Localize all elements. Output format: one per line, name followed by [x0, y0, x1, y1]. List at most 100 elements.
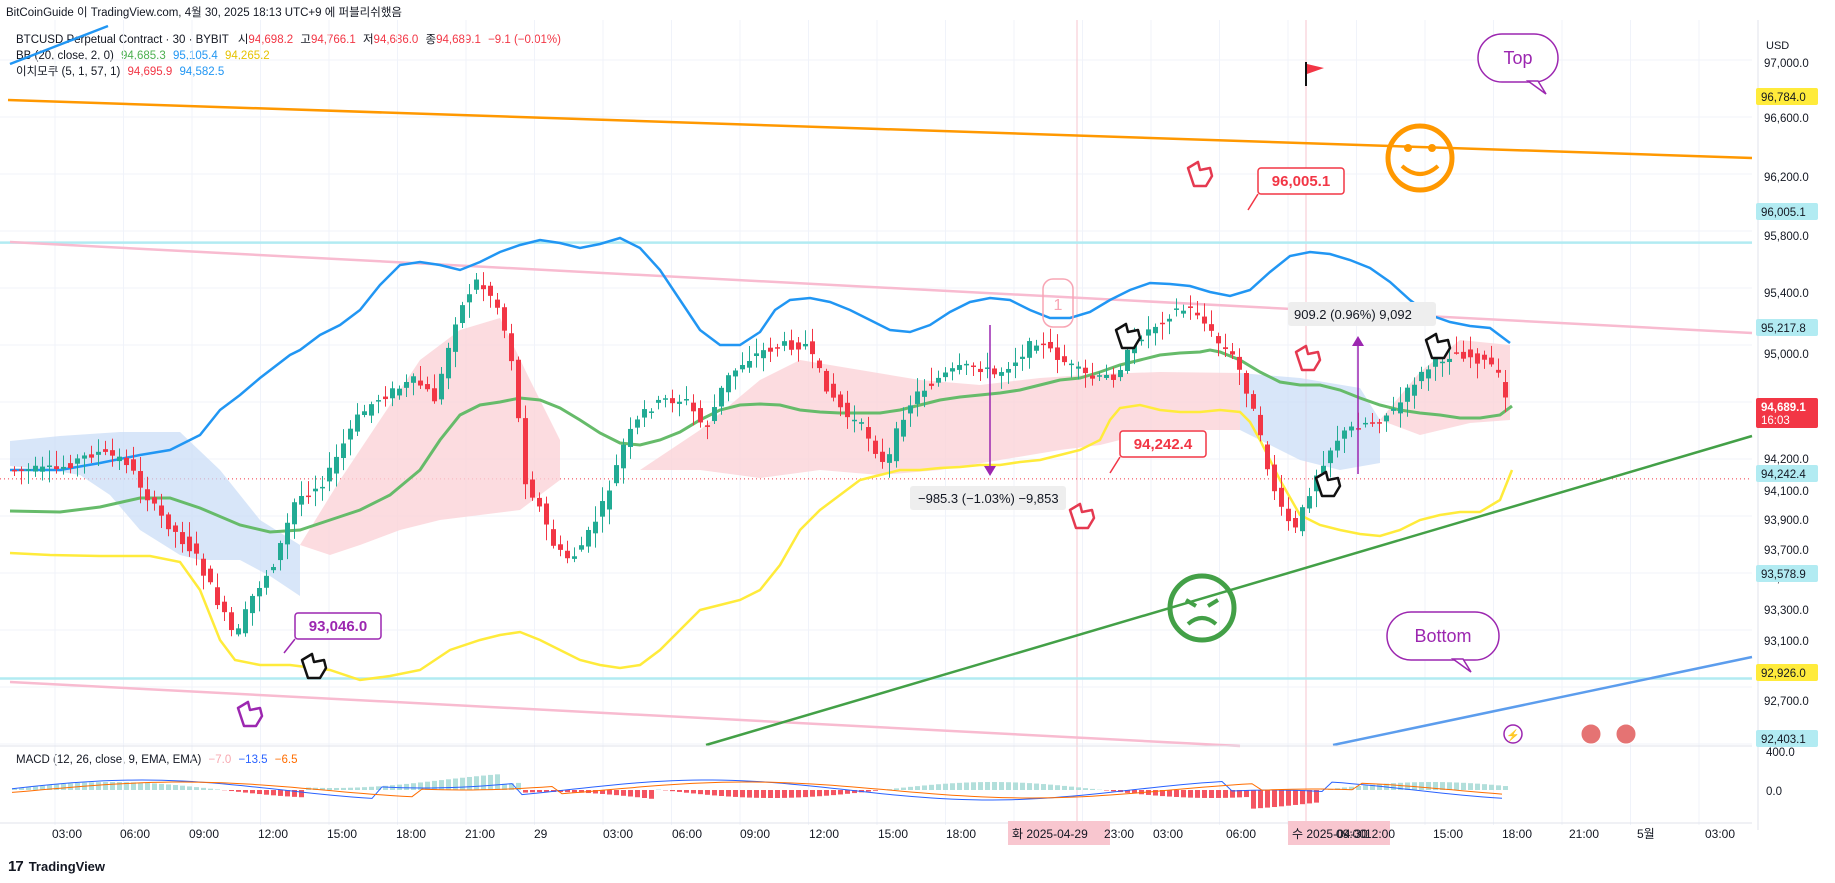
- symbol-title[interactable]: BTCUSD Perpetual Contract · 30 · BYBIT: [16, 34, 229, 46]
- macd-histogram-bar: [61, 783, 66, 790]
- macd-histogram-bar: [544, 790, 549, 793]
- candle-body: [1398, 402, 1403, 414]
- macd-histogram-bar: [1181, 790, 1186, 798]
- candle-body: [47, 465, 52, 468]
- macd-histogram-bar: [1307, 790, 1312, 804]
- macd-histogram-bar: [894, 788, 899, 790]
- macd-histogram-bar: [369, 786, 374, 790]
- macd-histogram-bar: [327, 787, 332, 790]
- time-axis-tick: 12:00: [809, 827, 839, 841]
- macd-pane: [11, 774, 1508, 809]
- macd-histogram-bar: [1083, 788, 1088, 790]
- macd-histogram-bar: [824, 790, 829, 796]
- candle-body: [432, 388, 437, 402]
- macd-histogram-bar: [439, 780, 444, 790]
- candle-body: [1433, 357, 1438, 367]
- macd-histogram-bar: [1202, 790, 1207, 798]
- macd-histogram-bar: [1398, 782, 1403, 790]
- candle-body: [551, 529, 556, 546]
- macd-histogram-bar: [1363, 785, 1368, 790]
- macd-histogram-bar: [530, 790, 535, 793]
- candle-body: [19, 469, 24, 471]
- macd-histogram-bar: [733, 790, 738, 797]
- candle-body: [1377, 422, 1382, 424]
- speech-bubble-top-shape: [1477, 33, 1559, 83]
- candle-body: [817, 360, 822, 369]
- candle-body: [1503, 382, 1508, 398]
- macd-histogram-bar: [719, 790, 724, 796]
- ichimoku-row[interactable]: 이치모쿠 (5, 1, 57, 1) 94,695.9 94,582.5: [16, 64, 561, 80]
- time-axis-tick: 06:00: [672, 827, 702, 841]
- macd-histogram-bar: [285, 790, 290, 797]
- candle-body: [187, 536, 192, 552]
- candle-body: [474, 279, 479, 290]
- candle-body: [1454, 352, 1459, 354]
- price-axis-tick: 97,000.0: [1764, 58, 1809, 70]
- hand-pointer-icon: [1068, 502, 1096, 530]
- bb-upper-value: 95,105.4: [172, 50, 218, 62]
- macd-histogram-bar: [838, 790, 843, 795]
- macd-histogram-bar: [348, 787, 353, 790]
- candle-body: [278, 543, 283, 561]
- candle-body: [243, 609, 248, 634]
- macd-histogram-bar: [817, 790, 822, 797]
- macd-histogram-bar: [1279, 790, 1284, 807]
- candle-body: [803, 343, 808, 347]
- close-label: 종: [425, 34, 437, 46]
- macd-histogram-bar: [971, 782, 976, 790]
- candle-body: [1209, 324, 1214, 331]
- wave-label-text: 1: [1054, 297, 1063, 314]
- macd-histogram-bar: [712, 790, 717, 796]
- candle-body: [1167, 318, 1172, 322]
- candle-body: [726, 375, 731, 393]
- candle-body: [530, 479, 535, 498]
- candle-body: [978, 368, 983, 373]
- macd-histogram-bar: [796, 790, 801, 798]
- hand-pointer-icon-shape: [1294, 344, 1322, 372]
- candle-body: [1426, 369, 1431, 379]
- macd-histogram-bar: [992, 782, 997, 790]
- candle-body: [1475, 353, 1480, 364]
- speech-bubble-bottom-text: Bottom: [1414, 626, 1471, 646]
- macd-histogram-bar: [572, 790, 577, 793]
- macd-histogram-bar: [1034, 783, 1039, 790]
- candle-body: [131, 459, 136, 471]
- macd-histogram-bar: [166, 784, 171, 790]
- candle-body: [383, 396, 388, 400]
- candle-body: [1447, 358, 1452, 363]
- candle-body: [236, 628, 241, 635]
- macd-histogram-bar: [453, 778, 458, 790]
- price-axis-tick: 95,400.0: [1764, 288, 1809, 300]
- candle-body: [138, 471, 143, 488]
- candle-body: [824, 370, 829, 392]
- change-value: −9.1 (−0.01%): [488, 34, 561, 46]
- macd-histogram-bar: [362, 787, 367, 790]
- macd-histogram-bar: [782, 790, 787, 798]
- macd-histogram-bar: [1286, 790, 1291, 806]
- macd-histogram-bar: [957, 782, 962, 790]
- candle-body: [1482, 354, 1487, 360]
- trend-line-pink-upper: [9, 240, 1753, 335]
- macd-histogram-bar: [1489, 784, 1494, 790]
- time-axis-tick: 23:00: [1104, 827, 1134, 841]
- measure-label-up-bg: [1288, 302, 1436, 326]
- macd-histogram-bar: [40, 785, 45, 790]
- macd-histogram-bar: [495, 774, 500, 790]
- time-axis-tick: 03:00: [52, 827, 82, 841]
- callout-high-box: [1257, 167, 1345, 195]
- candle-body: [1202, 316, 1207, 324]
- smiley-happy-face: [1385, 123, 1455, 193]
- macd-histogram-bar: [1461, 782, 1466, 790]
- candle-body: [1328, 450, 1333, 464]
- candle-body: [712, 407, 717, 422]
- ichimoku-value-2: 94,582.5: [179, 66, 225, 78]
- candle-body: [544, 503, 549, 525]
- macd-histogram-bar: [1216, 790, 1221, 798]
- candle-body: [215, 587, 220, 606]
- high-label: 고: [300, 34, 311, 46]
- macd-histogram-bar: [852, 790, 857, 794]
- candle-body: [684, 399, 689, 401]
- event-icons: ⚡: [1503, 723, 1637, 745]
- macd-histogram-bar: [698, 790, 703, 795]
